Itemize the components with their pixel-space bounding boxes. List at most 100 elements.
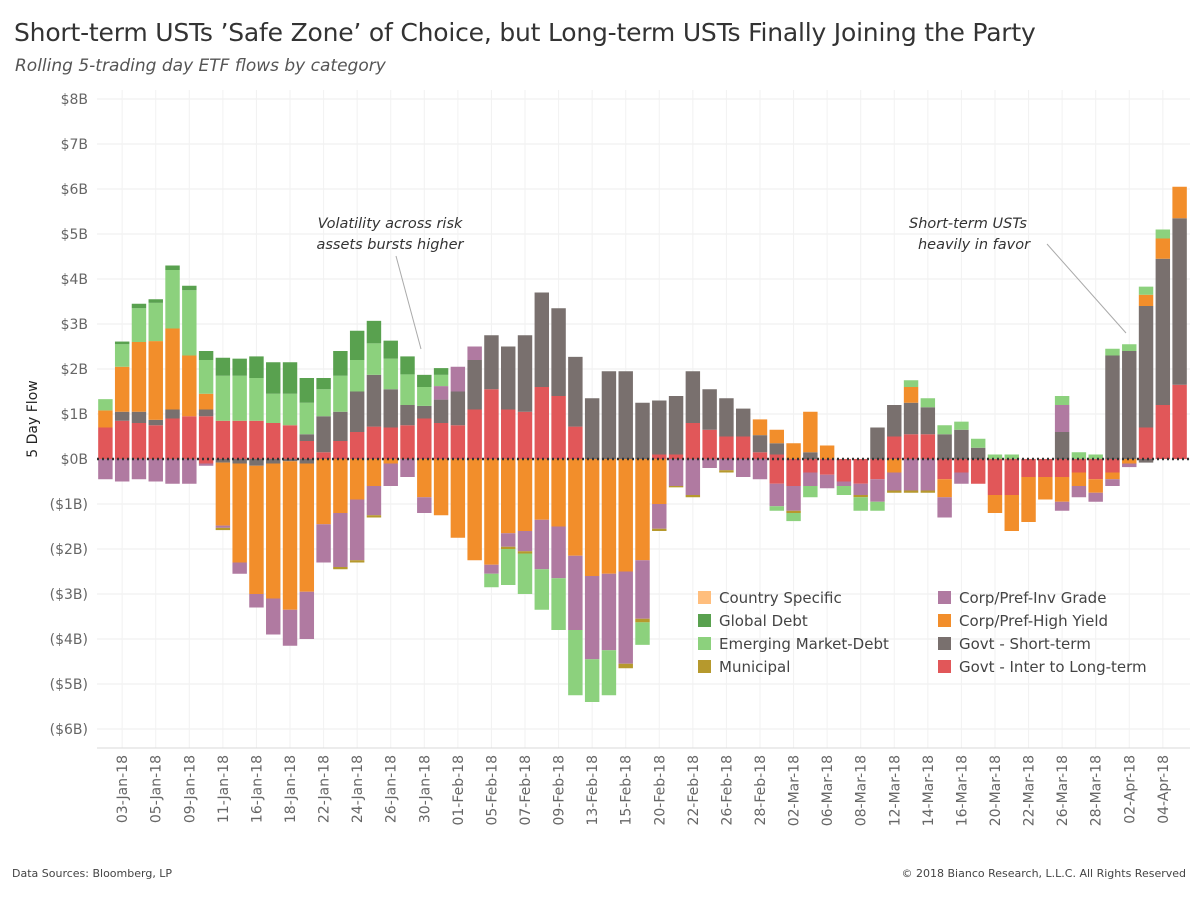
bar-segment [148,299,163,303]
x-tick-label: 30-Jan-18 [417,755,433,823]
bar-segment [786,443,801,459]
bar-segment [668,454,684,459]
bar-segment [450,366,466,392]
x-tick-label: 03-Jan-18 [115,755,131,823]
bar-segment [383,340,398,359]
bar-segment [366,343,382,375]
bar-segment [1105,472,1120,480]
bar-segment [484,459,499,565]
bar-segment [198,393,214,410]
bar-segment [903,402,919,435]
bar-segment [182,285,197,291]
bar-segment [786,459,801,486]
bar-segment [601,371,617,459]
bar-segment [383,358,398,390]
bar-segment [165,459,180,484]
bar-segment [198,409,214,417]
bar-segment [903,490,919,493]
bar-segment [1004,459,1019,495]
bar-segment [1155,229,1171,239]
bar-segment [1004,454,1019,459]
bar-segment [1105,355,1120,459]
x-tick-label: 05-Feb-18 [484,755,500,826]
legend-label: Emerging Market-Debt [719,635,889,653]
bar-segment [131,303,147,309]
bar-segment [333,411,348,441]
bar-segment [501,533,516,547]
bar-segment [920,407,936,435]
bar-segment [182,355,197,417]
bar-segment [148,425,163,459]
bar-segment [702,459,717,468]
bar-segment [719,436,734,459]
bar-segment [752,452,768,459]
bar-segment [534,519,550,570]
bar-segment [987,454,1003,459]
bar-segment [752,459,768,480]
bar-segment [1021,477,1036,522]
bar-segment [383,389,398,428]
bar-segment [249,594,264,608]
bar-segment [400,459,415,477]
bar-segment [1054,477,1070,502]
bar-segment [98,427,113,459]
bar-segment [937,425,952,435]
bar-segment [349,459,365,500]
bar-segment [1054,501,1070,511]
bar-segment [366,459,382,486]
x-tick-label: 18-Jan-18 [283,755,299,823]
bar-segment [282,393,298,426]
x-tick-label: 05-Jan-18 [149,755,165,823]
bar-segment [232,375,247,421]
y-tick-label: ($4B) [50,632,88,648]
bar-segment [1071,472,1087,486]
bar-segment [232,358,247,376]
bar-segment [1138,286,1154,295]
annotation-short-term: Short-term USTs [909,216,1027,232]
bar-segment [987,459,1003,495]
bar-segment [551,578,566,630]
bar-segment [1155,405,1171,459]
bar-segment [215,525,231,528]
legend-label: Govt - Inter to Long-term [959,658,1147,676]
bar-segment [316,452,331,459]
bar-segment [1105,479,1120,486]
bar-segment [232,420,247,459]
bar-segment [1138,459,1154,463]
bar-segment [266,393,281,423]
bar-segment [920,490,936,493]
bar-segment [920,398,936,408]
bar-segment [769,443,784,455]
x-tick-label: 16-Mar-18 [954,755,970,826]
bar-segment [887,436,902,459]
bar-segment [920,434,936,459]
annotation-leader-line [395,255,422,350]
y-tick-label: ($2B) [50,542,88,558]
bar-segment [769,506,784,511]
x-tick-label: 26-Mar-18 [1055,755,1071,826]
bar-segment [299,441,315,459]
bar-segment [937,479,952,498]
bar-segment [450,459,466,538]
bar-segment [215,375,231,421]
bar-segment [735,408,751,437]
bar-segment [484,335,499,390]
bar-segment [652,454,667,459]
bar-segment [417,459,432,498]
legend-label: Corp/Pref-Inv Grade [959,589,1106,607]
bar-segment [349,330,365,360]
bar-segment [417,387,432,406]
annotations: Volatility across risk assets bursts high… [316,216,1127,350]
bar-segment [819,474,835,489]
bar-segment [652,504,667,529]
bar-segment [1088,479,1103,493]
x-tick-label: 13-Feb-18 [585,755,601,826]
bar-segment [182,416,197,459]
bar-segment [551,459,566,527]
x-tick-label: 26-Jan-18 [384,755,400,823]
bar-segment [803,486,818,498]
legend-swatch [698,637,711,650]
bar-segment [333,441,348,459]
x-tick-label: 24-Jan-18 [350,755,366,823]
bar-segment [803,459,818,473]
